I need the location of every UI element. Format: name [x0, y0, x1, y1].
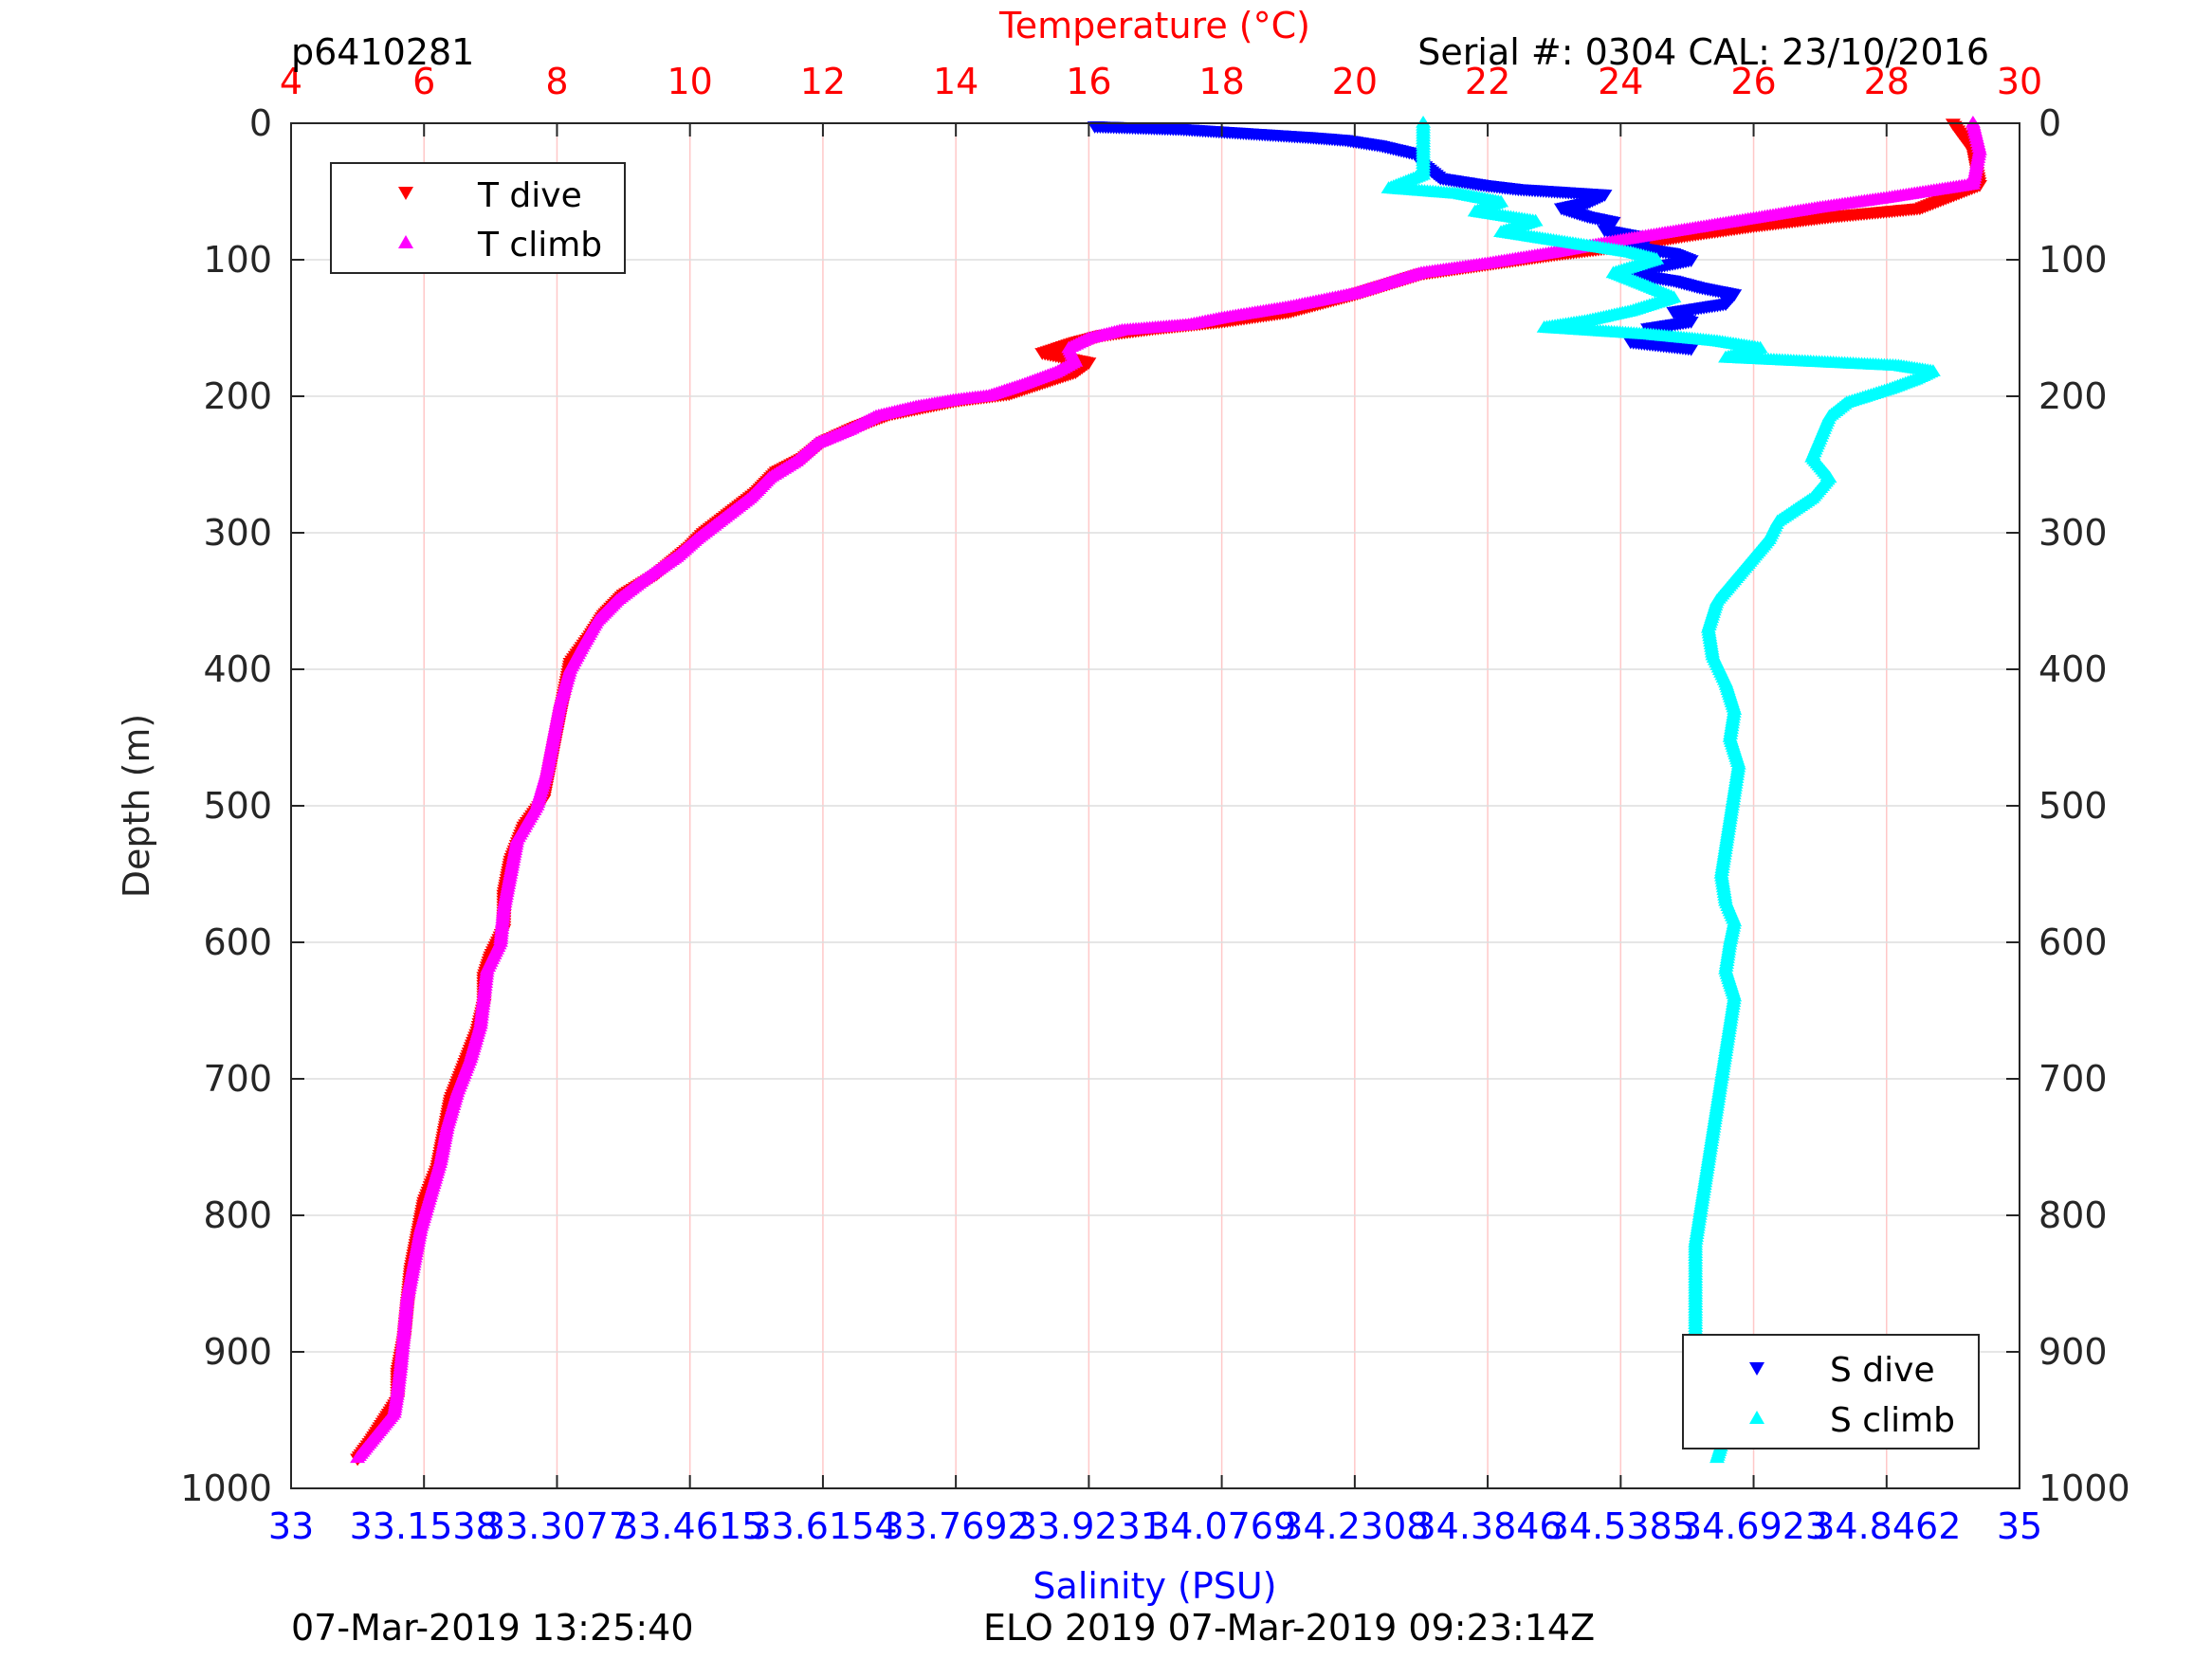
- tick-label-temperature: 10: [667, 61, 713, 102]
- legend-t-dive-marker: [398, 187, 413, 200]
- tick-label-temperature: 16: [1066, 61, 1111, 102]
- temperature-axis-label: Temperature (°C): [998, 5, 1310, 46]
- series-layer: [350, 116, 1987, 1467]
- tick-label-depth-right: 400: [2038, 648, 2108, 690]
- tick-label-salinity: 35: [1997, 1505, 2042, 1547]
- tick-label-depth-left: 0: [249, 102, 272, 144]
- tick-label-temperature: 28: [1864, 61, 1910, 102]
- tick-label-depth-right: 500: [2038, 785, 2108, 827]
- legend-t-dive-label: T dive: [477, 176, 582, 215]
- depth-axis-label: Depth (m): [116, 714, 157, 899]
- tick-label-salinity: 34.8462: [1812, 1505, 1961, 1547]
- legend-s-climb-marker: [1749, 1411, 1764, 1424]
- data-point: [1683, 343, 1699, 356]
- tick-label-salinity: 34.6923: [1679, 1505, 1828, 1547]
- serial-calibration: Serial #: 0304 CAL: 23/10/2016: [1417, 31, 1989, 73]
- tick-label-depth-left: 400: [203, 648, 272, 690]
- tick-label-salinity: 33.4615: [615, 1505, 764, 1547]
- salinity-axis-label: Salinity (PSU): [1033, 1565, 1276, 1607]
- tick-label-depth-left: 1000: [180, 1468, 272, 1509]
- tick-label-depth-right: 0: [2038, 102, 2061, 144]
- tick-label-salinity: 34.2308: [1280, 1505, 1429, 1547]
- tick-label-depth-left: 800: [203, 1194, 272, 1236]
- tick-label-salinity: 33.6154: [748, 1505, 897, 1547]
- tick-label-depth-left: 100: [203, 239, 272, 281]
- tick-label-temperature: 8: [545, 61, 568, 102]
- tick-label-depth-left: 900: [203, 1331, 272, 1373]
- tick-label-temperature: 22: [1465, 61, 1510, 102]
- tick-label-salinity: 34.3846: [1413, 1505, 1562, 1547]
- tick-label-salinity: 33.1538: [350, 1505, 499, 1547]
- legend-temperature: T dive T climb: [330, 162, 626, 274]
- axis-ticks: 4 6 8 10 12 14 16 18 20 22 24 26 28 30 33 33.153833.307…: [180, 61, 2130, 1547]
- tick-label-salinity: 34.0769: [1147, 1505, 1296, 1547]
- legend-salinity-box: [1682, 1334, 1980, 1449]
- tick-label-salinity: 33.7692: [882, 1505, 1031, 1547]
- legend-s-dive-label: S dive: [1830, 1351, 1935, 1390]
- tick-label-depth-left: 300: [203, 512, 272, 554]
- tick-label-depth-left: 500: [203, 785, 272, 827]
- tick-label-salinity: 33.9231: [1015, 1505, 1163, 1547]
- tick-label-depth-right: 600: [2038, 921, 2108, 963]
- series-t-climb: [350, 116, 1987, 1464]
- data-point: [350, 1450, 366, 1464]
- legend-s-dive-marker: [1749, 1362, 1764, 1376]
- tick-label-salinity: 33: [268, 1505, 314, 1547]
- tick-label-temperature: 6: [412, 61, 435, 102]
- timestamp-left: 07-Mar-2019 13:25:40: [291, 1607, 694, 1649]
- tick-label-depth-right: 900: [2038, 1331, 2108, 1373]
- tick-label-salinity: 33.3077: [483, 1505, 631, 1547]
- tick-label-depth-right: 200: [2038, 375, 2108, 417]
- tick-label-temperature: 24: [1598, 61, 1643, 102]
- legend-t-climb-marker: [398, 235, 413, 248]
- profile-id: p6410281: [291, 31, 474, 73]
- tick-label-depth-right: 700: [2038, 1058, 2108, 1100]
- legend-t-climb-label: T climb: [477, 226, 602, 264]
- tick-label-temperature: 20: [1332, 61, 1378, 102]
- tick-label-temperature: 18: [1198, 61, 1244, 102]
- tick-label-depth-left: 600: [203, 921, 272, 963]
- tick-label-temperature: 4: [280, 61, 302, 102]
- tick-label-depth-left: 200: [203, 375, 272, 417]
- legend-temperature-box: [330, 162, 626, 274]
- tick-label-temperature: 26: [1730, 61, 1776, 102]
- tick-label-depth-left: 700: [203, 1058, 272, 1100]
- legend-s-climb-label: S climb: [1830, 1401, 1955, 1440]
- tick-label-temperature: 12: [800, 61, 846, 102]
- data-point: [1709, 1450, 1725, 1464]
- tick-label-depth-right: 300: [2038, 512, 2108, 554]
- mission-timestamp: ELO 2019 07-Mar-2019 09:23:14Z: [983, 1607, 1595, 1649]
- tick-label-temperature: 30: [1997, 61, 2042, 102]
- tick-label-depth-right: 100: [2038, 239, 2108, 281]
- tick-label-depth-right: 800: [2038, 1194, 2108, 1236]
- tick-label-salinity: 34.5385: [1546, 1505, 1695, 1547]
- legend-salinity: S dive S climb: [1682, 1334, 1980, 1449]
- tick-label-depth-right: 1000: [2038, 1468, 2130, 1509]
- tick-label-temperature: 14: [933, 61, 978, 102]
